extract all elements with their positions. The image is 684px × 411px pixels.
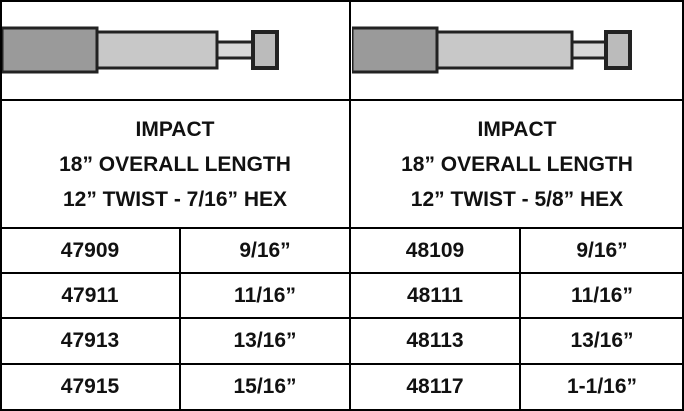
header-line: IMPACT bbox=[135, 118, 215, 141]
part-number: 48117 bbox=[406, 375, 464, 398]
part-number: 47915 bbox=[60, 375, 120, 398]
divider bbox=[0, 227, 684, 229]
header-line: 12” TWIST - 5/8” HEX bbox=[410, 188, 624, 211]
size: 1-1/16” bbox=[566, 375, 638, 398]
header-line: IMPACT bbox=[477, 118, 557, 141]
divider bbox=[519, 228, 521, 411]
bit-image bbox=[2, 26, 279, 74]
size: 11/16” bbox=[234, 284, 296, 307]
header-line: 18” OVERALL LENGTH bbox=[401, 153, 633, 176]
size: 11/16” bbox=[571, 284, 633, 307]
size: 9/16” bbox=[239, 239, 291, 262]
divider bbox=[349, 0, 351, 411]
part-number: 47909 bbox=[60, 239, 120, 262]
divider bbox=[0, 317, 684, 319]
divider bbox=[179, 228, 181, 411]
size: 13/16” bbox=[570, 329, 634, 352]
part-number: 47913 bbox=[60, 329, 120, 352]
divider bbox=[0, 99, 684, 101]
part-number: 47911 bbox=[61, 284, 119, 307]
divider bbox=[0, 272, 684, 274]
header-line: 12” TWIST - 7/16” HEX bbox=[62, 188, 288, 211]
part-number: 48111 bbox=[406, 284, 464, 307]
size: 13/16” bbox=[233, 329, 297, 352]
header-line: 18” OVERALL LENGTH bbox=[59, 153, 291, 176]
bit-image bbox=[352, 26, 632, 74]
part-number: 48113 bbox=[406, 329, 464, 352]
divider bbox=[0, 363, 684, 365]
size: 15/16” bbox=[233, 375, 297, 398]
size: 9/16” bbox=[576, 239, 628, 262]
part-number: 48109 bbox=[405, 239, 465, 262]
